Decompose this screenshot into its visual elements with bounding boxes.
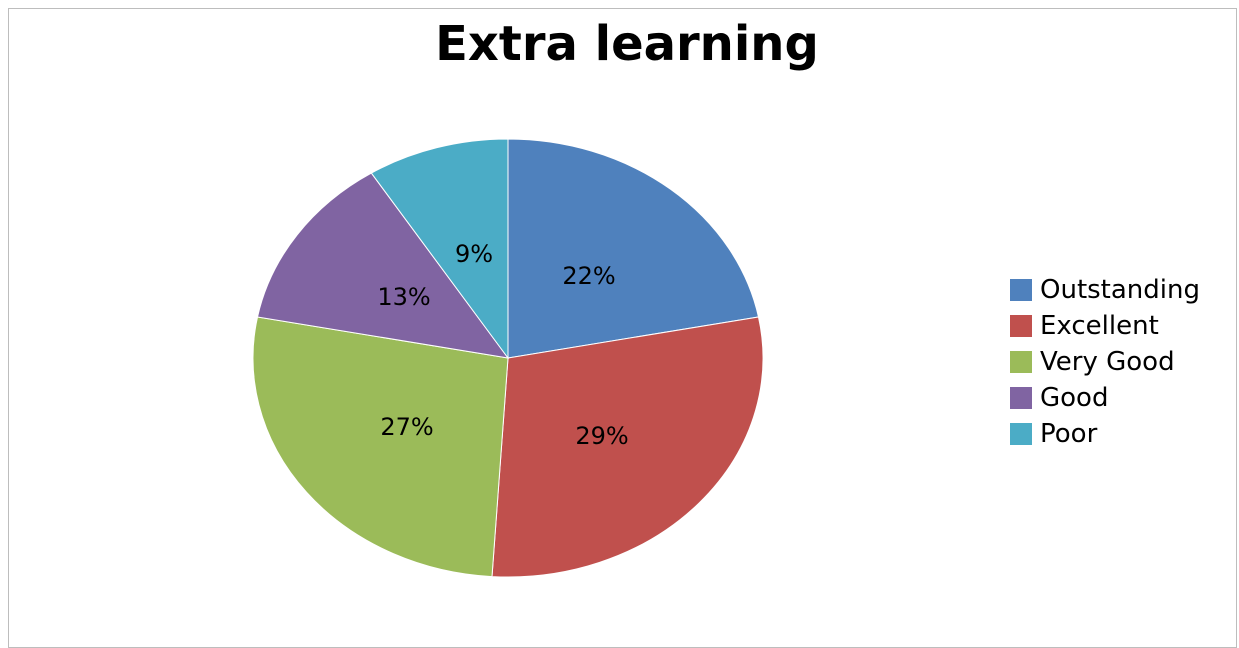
legend-swatch-poor <box>1010 423 1032 445</box>
data-label-poor: 9% <box>455 240 493 268</box>
pie-slice-outstanding <box>507 138 760 359</box>
pie-slice-poor <box>370 138 509 360</box>
pie-slice-excellent <box>491 316 764 578</box>
legend-item-very-good: Very Good <box>1010 344 1200 380</box>
data-label-outstanding: 22% <box>562 262 615 290</box>
legend-item-good: Good <box>1010 380 1200 416</box>
legend-label-excellent: Excellent <box>1040 311 1159 341</box>
legend-item-excellent: Excellent <box>1010 308 1200 344</box>
legend-label-poor: Poor <box>1040 419 1098 449</box>
pie-slice-good <box>256 172 510 359</box>
chart-title: Extra learning <box>435 16 819 72</box>
legend-label-very-good: Very Good <box>1040 347 1175 377</box>
data-label-good: 13% <box>377 283 430 311</box>
data-label-very-good: 27% <box>380 413 433 441</box>
legend-label-good: Good <box>1040 383 1109 413</box>
legend: Outstanding Excellent Very Good Good Poo… <box>1010 272 1200 452</box>
legend-swatch-outstanding <box>1010 279 1032 301</box>
legend-item-poor: Poor <box>1010 416 1200 452</box>
legend-swatch-good <box>1010 387 1032 409</box>
pie-slice-very-good <box>252 316 509 578</box>
legend-label-outstanding: Outstanding <box>1040 275 1200 305</box>
legend-swatch-excellent <box>1010 315 1032 337</box>
legend-swatch-very-good <box>1010 351 1032 373</box>
legend-item-outstanding: Outstanding <box>1010 272 1200 308</box>
data-label-excellent: 29% <box>575 422 628 450</box>
